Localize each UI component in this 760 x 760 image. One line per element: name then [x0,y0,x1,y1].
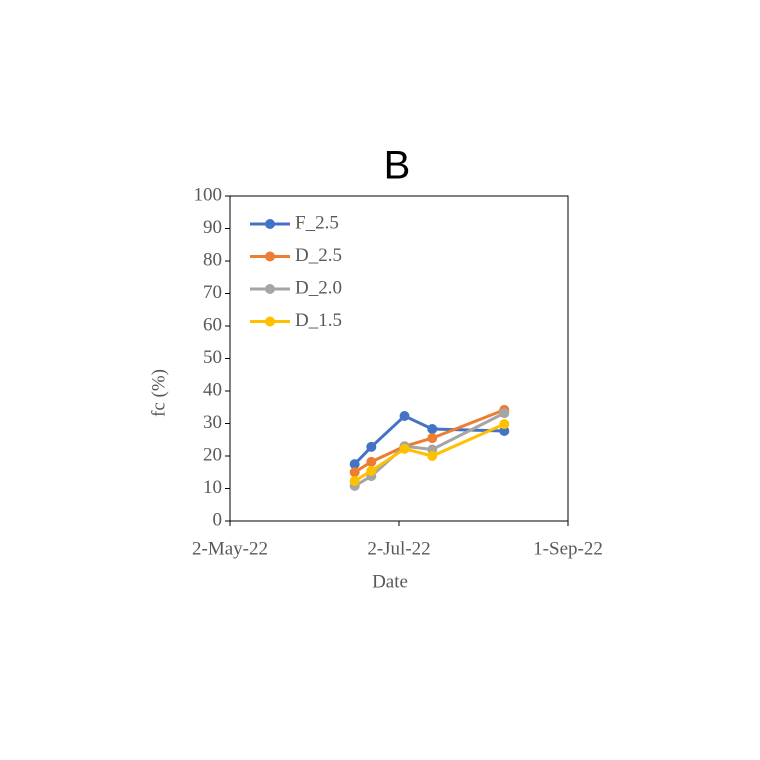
y-axis-label: fc (%) [148,369,169,417]
data-point [366,465,377,476]
y-tick-label: 0 [213,509,223,530]
data-point [399,443,410,454]
y-tick-label: 100 [194,184,223,205]
y-tick-label: 10 [203,477,222,498]
chart-title: B [384,144,411,188]
legend-label: F_2.5 [295,212,339,233]
data-point [349,467,360,478]
data-point [427,451,438,461]
y-tick-label: 90 [203,217,222,238]
legend-label: D_2.0 [295,277,342,298]
y-tick-label: 50 [203,347,222,368]
legend-label: D_2.5 [295,245,342,266]
x-tick-label: 2-Jul-22 [367,538,430,559]
y-tick-label: 20 [203,444,222,465]
data-point [499,408,510,419]
x-tick-label: 2-May-22 [192,538,268,559]
x-tick-label: 1-Sep-22 [533,538,603,559]
y-tick-label: 40 [203,379,222,400]
legend-marker [265,284,275,294]
data-point [366,441,377,452]
legend-label: D_1.5 [295,310,342,331]
y-tick-label: 70 [203,282,222,303]
data-point [499,419,510,430]
legend-marker [265,219,275,229]
data-point [427,433,438,444]
data-point [427,424,438,435]
data-point [366,456,377,467]
data-point [349,459,360,470]
x-axis-label: Date [372,571,408,592]
y-tick-label: 60 [203,314,222,335]
data-point [349,476,360,487]
y-tick-label: 80 [203,249,222,270]
data-point [399,411,410,422]
legend-marker [265,316,275,327]
legend-marker [265,251,275,262]
y-tick-label: 30 [203,412,222,433]
